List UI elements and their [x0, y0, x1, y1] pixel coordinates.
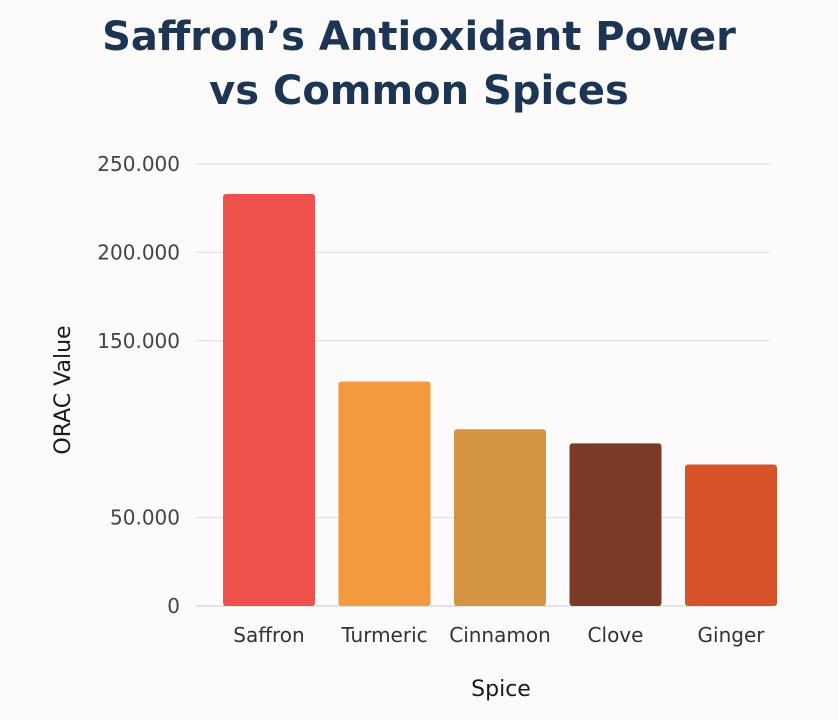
- chart-title-line-2: vs Common Spices: [209, 68, 629, 114]
- x-tick-label: Ginger: [698, 623, 766, 647]
- chart-title: Saffron’s Antioxidant Power vs Common Sp…: [0, 10, 838, 118]
- chart-title-line-1: Saffron’s Antioxidant Power: [102, 14, 736, 60]
- x-tick-label: Cinnamon: [449, 623, 551, 647]
- x-tick-label: Saffron: [233, 623, 304, 647]
- y-tick-label: 50.000: [110, 506, 180, 530]
- bar-clove: [569, 443, 662, 606]
- y-tick-label: 0: [167, 594, 180, 618]
- x-tick-label: Turmeric: [340, 623, 427, 647]
- bar-cinnamon: [454, 429, 546, 606]
- bar-saffron: [223, 194, 315, 606]
- y-tick-label: 200.000: [97, 240, 180, 264]
- x-axis-title: Spice: [471, 677, 531, 702]
- bar-turmeric: [338, 381, 431, 606]
- bar-ginger: [685, 464, 777, 606]
- y-axis-title: ORAC Value: [51, 325, 76, 454]
- y-tick-label: 250.000: [97, 152, 180, 176]
- y-tick-label: 150.000: [97, 329, 180, 353]
- x-tick-label: Clove: [588, 623, 644, 647]
